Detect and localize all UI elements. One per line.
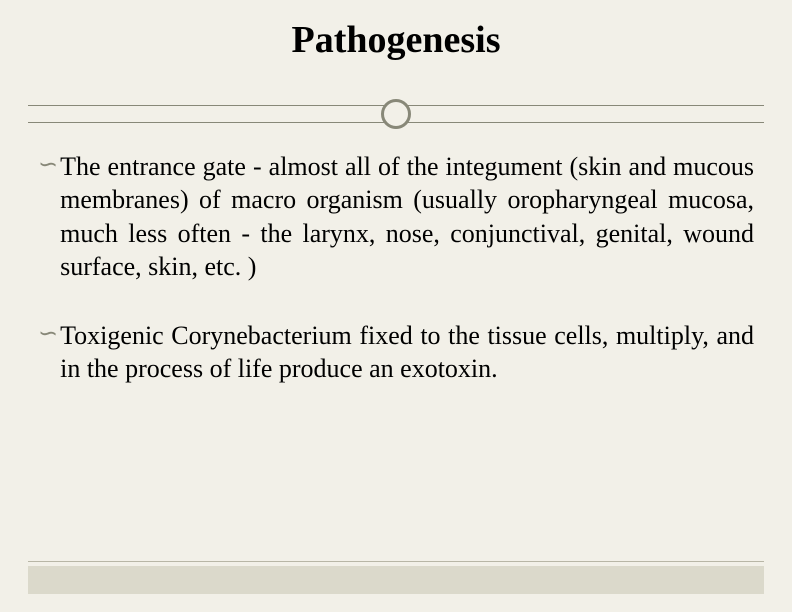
divider-circle-icon [381,99,411,129]
footer-line [28,561,764,562]
bullet-text: Toxigenic Corynebacterium fixed to the t… [60,319,754,386]
slide: Pathogenesis ∽ The entrance gate - almos… [0,0,792,612]
bullet-item: ∽ Toxigenic Corynebacterium fixed to the… [38,319,754,386]
footer-bar [28,566,764,594]
bullet-marker-icon: ∽ [38,150,56,181]
bullet-text: The entrance gate - almost all of the in… [60,150,754,283]
content-area: ∽ The entrance gate - almost all of the … [38,150,754,422]
slide-title: Pathogenesis [0,18,792,62]
bullet-marker-icon: ∽ [38,319,56,350]
title-container: Pathogenesis [0,0,792,74]
bullet-item: ∽ The entrance gate - almost all of the … [38,150,754,283]
